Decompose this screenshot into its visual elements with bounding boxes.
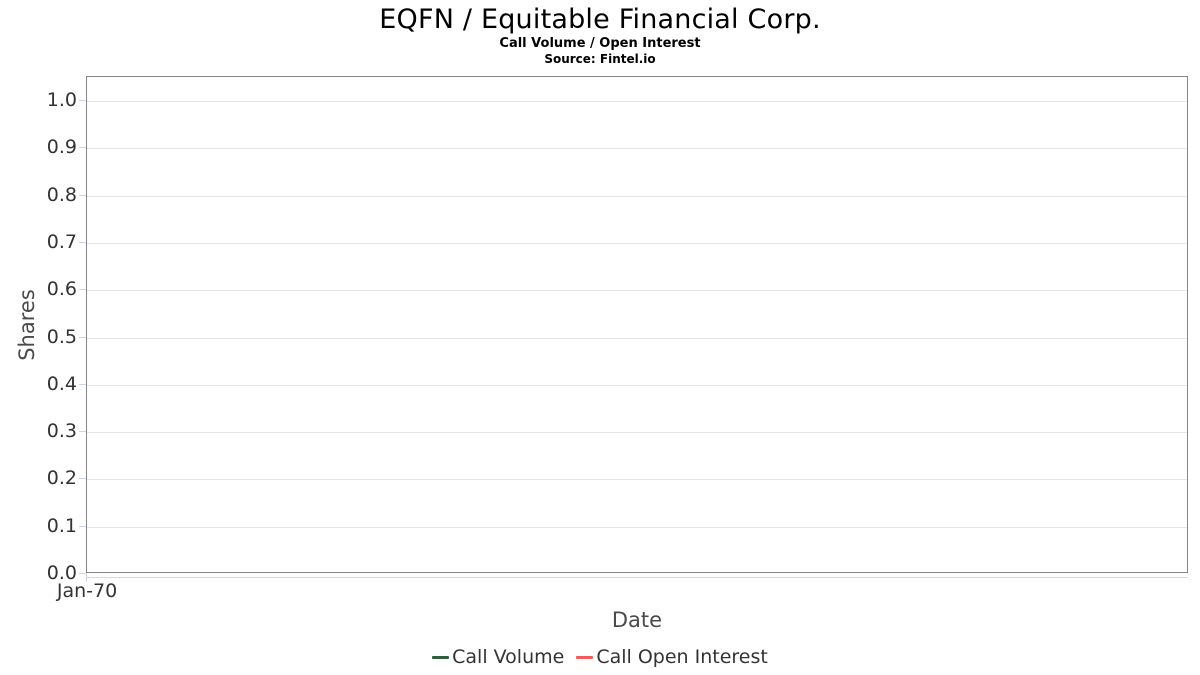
gridline bbox=[87, 243, 1187, 244]
x-axis-line bbox=[86, 577, 1188, 578]
legend-line-icon bbox=[432, 655, 450, 659]
gridline bbox=[87, 338, 1187, 339]
legend: Call Volume Call Open Interest bbox=[0, 646, 1200, 668]
legend-label: Call Open Interest bbox=[596, 646, 768, 668]
chart-source: Source: Fintel.io bbox=[544, 52, 656, 66]
y-tick-mark bbox=[79, 431, 86, 432]
y-axis-title: Shares bbox=[15, 289, 39, 361]
legend-line-icon bbox=[576, 655, 594, 659]
gridline bbox=[87, 290, 1187, 291]
y-tick-mark bbox=[79, 384, 86, 385]
legend-item[interactable]: Call Volume bbox=[432, 646, 564, 668]
x-tick-mark bbox=[86, 573, 87, 582]
y-tick-mark bbox=[79, 289, 86, 290]
x-axis-title: Date bbox=[611, 608, 663, 632]
plot-area bbox=[86, 76, 1188, 573]
y-tick-mark bbox=[79, 147, 86, 148]
legend-label: Call Volume bbox=[452, 646, 565, 668]
y-tick-mark bbox=[79, 526, 86, 527]
gridline bbox=[87, 101, 1187, 102]
gridline bbox=[87, 196, 1187, 197]
y-tick-label: 0.1 bbox=[46, 515, 77, 537]
gridline bbox=[87, 148, 1187, 149]
y-tick-label: 0.3 bbox=[46, 420, 77, 442]
gridline bbox=[87, 479, 1187, 480]
legend-item[interactable]: Call Open Interest bbox=[576, 646, 768, 668]
y-tick-mark bbox=[79, 195, 86, 196]
y-tick-label: 0.7 bbox=[46, 231, 77, 253]
chart-subtitle: Call Volume / Open Interest bbox=[499, 36, 701, 51]
y-tick-label: 0.9 bbox=[46, 136, 77, 158]
y-tick-label: 0.4 bbox=[46, 373, 77, 395]
y-tick-mark bbox=[79, 478, 86, 479]
y-tick-mark bbox=[79, 337, 86, 338]
chart-title: EQFN / Equitable Financial Corp. bbox=[379, 4, 821, 35]
y-tick-label: 0.5 bbox=[46, 326, 77, 348]
y-tick-label: 0.8 bbox=[46, 184, 77, 206]
gridline bbox=[87, 527, 1187, 528]
y-tick-mark bbox=[79, 242, 86, 243]
gridline bbox=[87, 432, 1187, 433]
y-tick-label: 0.2 bbox=[46, 467, 77, 489]
x-tick-label: Jan-70 bbox=[56, 580, 118, 602]
y-tick-mark bbox=[79, 573, 86, 574]
y-tick-mark bbox=[79, 100, 86, 101]
y-tick-label: 0.0 bbox=[46, 562, 77, 584]
y-tick-label: 0.6 bbox=[46, 278, 77, 300]
y-tick-label: 1.0 bbox=[46, 89, 77, 111]
gridline bbox=[87, 385, 1187, 386]
